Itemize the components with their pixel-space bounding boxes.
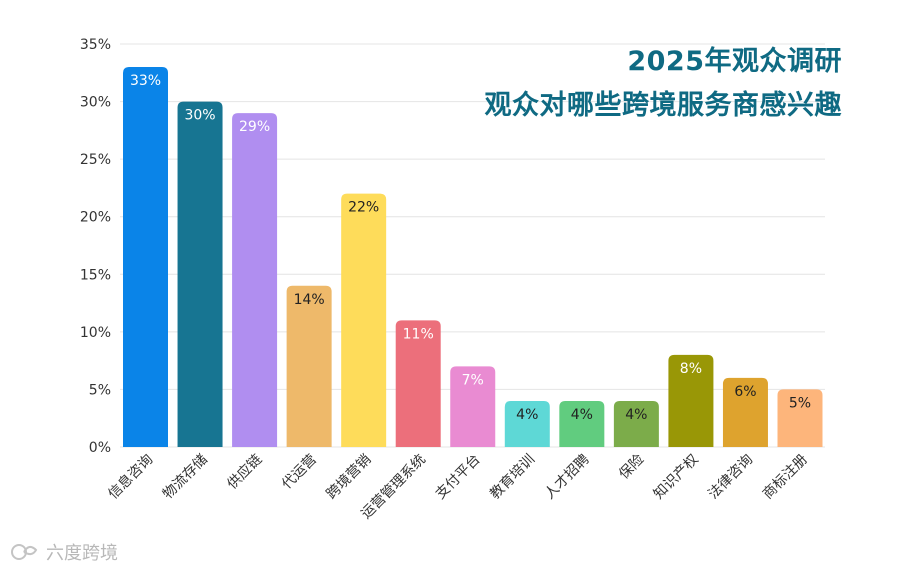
- bar: [504, 400, 550, 447]
- y-tick-label: 10%: [80, 325, 111, 341]
- watermark-text: 六度跨境: [46, 543, 118, 564]
- bar: [613, 400, 659, 447]
- x-tick-label: 教育培训: [487, 452, 538, 503]
- y-tick-label: 5%: [89, 382, 111, 398]
- x-tick-label: 人才招聘: [542, 452, 593, 503]
- y-tick-label: 25%: [80, 152, 111, 168]
- x-tick-label: 供应链: [224, 451, 266, 493]
- value-labels: 33% 30% 29% 14% 22% 11% 7% 4% 4% 4% 8% 6% 5%: [130, 73, 811, 423]
- bar: [286, 285, 332, 447]
- x-tick-label: 知识产权: [650, 451, 702, 503]
- y-tick-label: 30%: [80, 95, 111, 111]
- y-tick-label: 35%: [80, 37, 111, 53]
- bar: [722, 377, 768, 447]
- x-tick-label: 支付平台: [433, 452, 484, 503]
- y-tick-label: 0%: [89, 440, 111, 456]
- data-label: 4%: [571, 407, 593, 423]
- data-label: 4%: [625, 407, 647, 423]
- data-label: 6%: [734, 384, 756, 400]
- data-label: 14%: [294, 292, 325, 308]
- bar: [232, 113, 278, 447]
- bar: [668, 354, 714, 447]
- x-tick-label: 保险: [616, 452, 647, 483]
- bar: [177, 101, 223, 448]
- chart-title-block: 2025年观众调研 观众对哪些跨境服务商感兴趣: [485, 40, 843, 128]
- data-label: 7%: [462, 372, 484, 388]
- bar: [777, 389, 823, 447]
- data-label: 5%: [789, 395, 811, 411]
- bar: [123, 67, 168, 448]
- y-axis: 0% 5% 10% 15% 20% 25% 30% 35%: [80, 37, 111, 456]
- chart-title: 2025年观众调研: [627, 46, 842, 77]
- watermark-logo-icon: [11, 544, 38, 560]
- x-tick-label: 物流存储: [160, 452, 211, 503]
- data-label: 22%: [348, 200, 379, 216]
- y-tick-label: 15%: [80, 267, 111, 283]
- y-tick-label: 20%: [80, 210, 111, 226]
- x-tick-label: 代运营: [279, 452, 320, 493]
- x-tick-label: 商标注册: [760, 452, 811, 503]
- x-tick-label: 法律咨询: [705, 452, 756, 503]
- watermark: 六度跨境: [10, 539, 118, 565]
- data-label: 33%: [130, 73, 161, 89]
- bar: [395, 320, 441, 447]
- bar: [450, 366, 496, 447]
- chart-subtitle: 观众对哪些跨境服务商感兴趣: [484, 90, 842, 121]
- bar: [341, 193, 387, 447]
- x-tick-label: 信息咨询: [105, 451, 157, 503]
- data-label: 11%: [403, 326, 434, 342]
- x-tick-label: 跨境营销: [324, 452, 375, 503]
- data-label: 8%: [680, 361, 702, 377]
- bars: [123, 67, 823, 448]
- data-label: 30%: [184, 108, 215, 124]
- data-label: 4%: [516, 407, 538, 423]
- data-label: 29%: [239, 119, 270, 135]
- bar: [559, 400, 605, 447]
